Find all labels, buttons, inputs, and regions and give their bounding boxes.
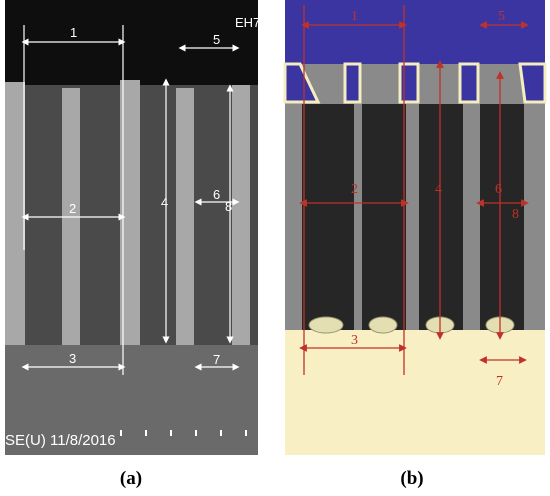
dimension-label: 3 (351, 333, 358, 348)
panel-b: 1 5 2 4 6 8 3 7 (b) (283, 0, 547, 489)
dimension-label: 6 (213, 187, 220, 202)
caption: (a) (120, 468, 142, 489)
dimension-label: 2 (69, 201, 76, 216)
dimension-label: 7 (213, 352, 220, 367)
caption: (b) (400, 468, 423, 489)
dimension-label: 1 (70, 25, 77, 40)
dimension-label: 5 (498, 9, 505, 24)
dimension-label: 2 (351, 182, 358, 197)
dimension-label: 6 (495, 182, 502, 197)
dimension-label: 4 (161, 195, 168, 210)
dimension-label: 4 (435, 182, 442, 197)
panel-a: EH702E SE(U) 11/8/2016 1 5 2 4 6 8 3 7 (… (5, 0, 284, 489)
dimension-label: 3 (69, 351, 76, 366)
dimension-label: 8 (512, 207, 519, 222)
dimension-label: 1 (351, 9, 358, 24)
dimension-label: 7 (496, 374, 503, 389)
dimension-label: 8 (225, 199, 232, 214)
footer-text: SE(U) 11/8/2016 (5, 432, 116, 449)
header-text: EH702E (235, 15, 284, 30)
dimension-label: 5 (213, 32, 220, 47)
